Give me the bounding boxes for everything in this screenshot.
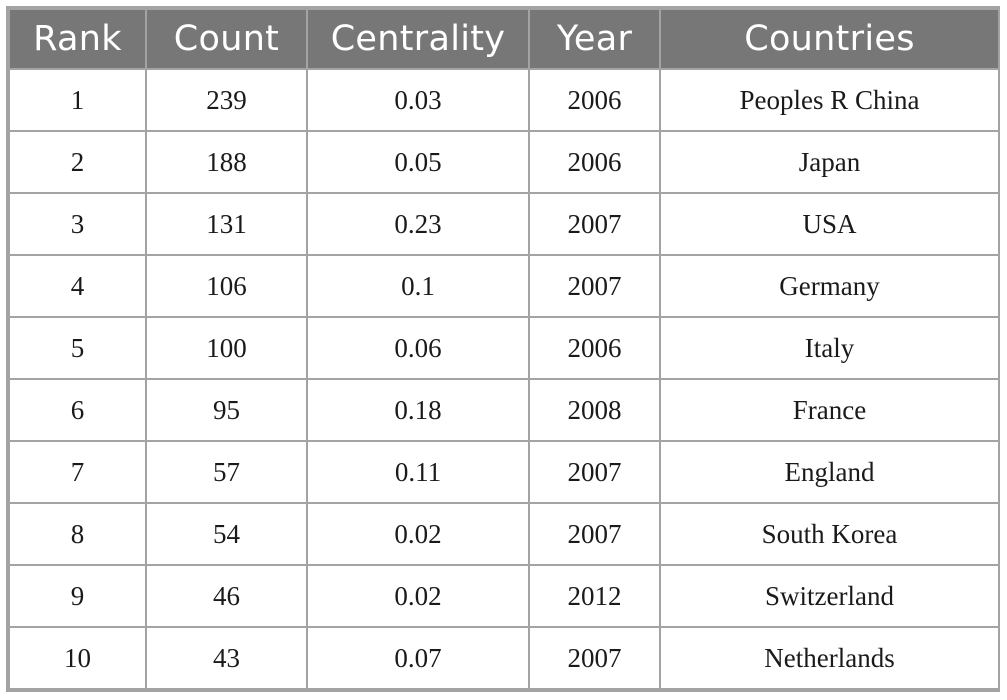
cell-rank: 6 [8, 378, 147, 442]
cell-year: 2007 [528, 254, 661, 318]
cell-year: 2006 [528, 316, 661, 380]
header-year: Year [528, 8, 661, 70]
cell-count: 239 [145, 68, 308, 132]
country-ranking-table-container: Rank Count Centrality Year Countries 1 2… [6, 6, 1000, 692]
cell-count: 54 [145, 502, 308, 566]
cell-count: 131 [145, 192, 308, 256]
cell-centrality: 0.18 [306, 378, 530, 442]
cell-count: 46 [145, 564, 308, 628]
table-row: 10 43 0.07 2007 Netherlands [8, 626, 1000, 690]
cell-centrality: 0.1 [306, 254, 530, 318]
cell-count: 106 [145, 254, 308, 318]
cell-rank: 1 [8, 68, 147, 132]
table-row: 1 239 0.03 2006 Peoples R China [8, 68, 1000, 132]
cell-centrality: 0.02 [306, 502, 530, 566]
table-row: 4 106 0.1 2007 Germany [8, 254, 1000, 318]
cell-country: France [659, 378, 1000, 442]
header-count: Count [145, 8, 308, 70]
header-rank: Rank [8, 8, 147, 70]
cell-rank: 3 [8, 192, 147, 256]
cell-year: 2007 [528, 192, 661, 256]
cell-rank: 8 [8, 502, 147, 566]
table-header: Rank Count Centrality Year Countries [8, 8, 1000, 70]
cell-centrality: 0.02 [306, 564, 530, 628]
table-row: 6 95 0.18 2008 France [8, 378, 1000, 442]
cell-count: 57 [145, 440, 308, 504]
cell-year: 2006 [528, 68, 661, 132]
cell-year: 2007 [528, 626, 661, 690]
cell-centrality: 0.03 [306, 68, 530, 132]
country-ranking-table: Rank Count Centrality Year Countries 1 2… [8, 8, 1000, 690]
table-row: 8 54 0.02 2007 South Korea [8, 502, 1000, 566]
cell-year: 2007 [528, 440, 661, 504]
cell-centrality: 0.06 [306, 316, 530, 380]
table-row: 7 57 0.11 2007 England [8, 440, 1000, 504]
table-row: 3 131 0.23 2007 USA [8, 192, 1000, 256]
cell-rank: 2 [8, 130, 147, 194]
cell-country: USA [659, 192, 1000, 256]
cell-country: Switzerland [659, 564, 1000, 628]
cell-count: 188 [145, 130, 308, 194]
cell-rank: 10 [8, 626, 147, 690]
cell-country: Italy [659, 316, 1000, 380]
cell-centrality: 0.11 [306, 440, 530, 504]
cell-country: England [659, 440, 1000, 504]
cell-country: Japan [659, 130, 1000, 194]
table-row: 2 188 0.05 2006 Japan [8, 130, 1000, 194]
cell-rank: 7 [8, 440, 147, 504]
cell-country: Germany [659, 254, 1000, 318]
table-row: 9 46 0.02 2012 Switzerland [8, 564, 1000, 628]
cell-count: 95 [145, 378, 308, 442]
cell-rank: 4 [8, 254, 147, 318]
cell-country: South Korea [659, 502, 1000, 566]
cell-centrality: 0.07 [306, 626, 530, 690]
table-body: 1 239 0.03 2006 Peoples R China 2 188 0.… [8, 68, 1000, 690]
table-row: 5 100 0.06 2006 Italy [8, 316, 1000, 380]
header-centrality: Centrality [306, 8, 530, 70]
cell-centrality: 0.23 [306, 192, 530, 256]
header-row: Rank Count Centrality Year Countries [8, 8, 1000, 70]
cell-rank: 9 [8, 564, 147, 628]
cell-rank: 5 [8, 316, 147, 380]
cell-centrality: 0.05 [306, 130, 530, 194]
cell-year: 2007 [528, 502, 661, 566]
header-countries: Countries [659, 8, 1000, 70]
cell-country: Peoples R China [659, 68, 1000, 132]
cell-count: 43 [145, 626, 308, 690]
cell-year: 2008 [528, 378, 661, 442]
cell-count: 100 [145, 316, 308, 380]
cell-country: Netherlands [659, 626, 1000, 690]
cell-year: 2006 [528, 130, 661, 194]
cell-year: 2012 [528, 564, 661, 628]
